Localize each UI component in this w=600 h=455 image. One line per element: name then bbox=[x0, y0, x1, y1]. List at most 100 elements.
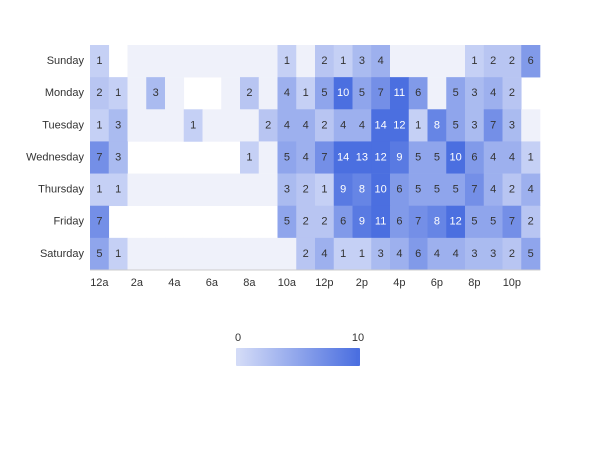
heatmap-cell bbox=[90, 205, 110, 239]
x-tick-label: 4a bbox=[168, 277, 181, 289]
heatmap-cell bbox=[315, 109, 335, 142]
cell-label: 1 bbox=[190, 119, 196, 131]
cell-label: 8 bbox=[434, 119, 440, 131]
heatmap-cell bbox=[258, 237, 278, 271]
cell-label: 5 bbox=[471, 216, 477, 228]
heatmap-cell bbox=[183, 109, 203, 142]
cell-label: 4 bbox=[396, 248, 402, 260]
cell-label: 7 bbox=[415, 216, 421, 228]
y-tick-label: Sunday bbox=[47, 55, 85, 67]
cell-label: 1 bbox=[115, 87, 121, 99]
heatmap-cell bbox=[427, 173, 447, 207]
heatmap-cell bbox=[427, 237, 447, 271]
heatmap-cell bbox=[427, 45, 447, 78]
cell-label: 4 bbox=[284, 119, 290, 131]
cell-label: 1 bbox=[115, 184, 121, 196]
cell-label: 12 bbox=[450, 216, 462, 228]
cell-label: 7 bbox=[96, 151, 102, 163]
heatmap-cell bbox=[465, 45, 485, 78]
heatmap-cell bbox=[296, 173, 316, 207]
heatmap-cell bbox=[352, 77, 372, 110]
cell-label: 2 bbox=[303, 248, 309, 260]
heatmap-cell bbox=[90, 173, 110, 207]
heatmap-cell bbox=[408, 237, 428, 271]
cell-label: 7 bbox=[96, 216, 102, 228]
heatmap-cell bbox=[240, 237, 260, 271]
cell-label: 3 bbox=[115, 119, 121, 131]
cell-label: 6 bbox=[396, 184, 402, 196]
heatmap-cell bbox=[446, 77, 466, 110]
cell-label: 1 bbox=[96, 119, 102, 131]
cell-label: 4 bbox=[490, 184, 496, 196]
heatmap-cell bbox=[521, 141, 541, 174]
heatmap-cell bbox=[502, 237, 522, 271]
heatmap-cell bbox=[465, 77, 485, 110]
heatmap-cell bbox=[315, 141, 335, 174]
cell-label: 3 bbox=[471, 119, 477, 131]
cell-label: 5 bbox=[453, 184, 459, 196]
cell-label: 1 bbox=[415, 119, 421, 131]
cell-label: 1 bbox=[340, 55, 346, 67]
heatmap-cell bbox=[127, 109, 147, 142]
cell-label: 4 bbox=[378, 55, 384, 67]
cell-label: 1 bbox=[471, 55, 477, 67]
heatmap-cell bbox=[408, 45, 428, 78]
visual-map-label: 0 bbox=[235, 332, 241, 344]
cell-label: 1 bbox=[246, 151, 252, 163]
cell-label: 9 bbox=[340, 184, 346, 196]
heatmap-cell bbox=[352, 205, 372, 239]
cell-label: 10 bbox=[450, 151, 462, 163]
heatmap-cell bbox=[277, 237, 297, 271]
x-tick-label: 8p bbox=[468, 277, 480, 289]
heatmap-cell bbox=[333, 109, 353, 142]
cell-label: 2 bbox=[321, 119, 327, 131]
heatmap-cell bbox=[502, 141, 522, 174]
heatmap-cell bbox=[258, 77, 278, 110]
heatmap-cell bbox=[296, 205, 316, 239]
heatmap-cell bbox=[108, 237, 128, 271]
heatmap-cell bbox=[521, 173, 541, 207]
cell-label: 6 bbox=[340, 216, 346, 228]
heatmap-cell bbox=[127, 77, 147, 110]
cell-label: 5 bbox=[528, 248, 534, 260]
heatmap-cell bbox=[465, 109, 485, 142]
heatmap-cell bbox=[165, 109, 185, 142]
heatmap-cell bbox=[202, 109, 222, 142]
heatmap-cell bbox=[315, 173, 335, 207]
heatmap-cell bbox=[127, 173, 147, 207]
heatmap-cell bbox=[258, 45, 278, 78]
cell-label: 5 bbox=[434, 151, 440, 163]
cell-label: 4 bbox=[490, 151, 496, 163]
heatmap-cell bbox=[221, 237, 241, 271]
heatmap-cell bbox=[315, 237, 335, 271]
heatmap-cell bbox=[446, 141, 466, 174]
heatmap-cell bbox=[258, 109, 278, 142]
heatmap-cell bbox=[352, 141, 372, 174]
cell-label: 9 bbox=[359, 216, 365, 228]
heatmap-cell bbox=[183, 237, 203, 271]
heatmap-cell bbox=[390, 141, 410, 174]
heatmap-cell bbox=[240, 45, 260, 78]
heatmap-cell bbox=[408, 173, 428, 207]
heatmap-cell bbox=[483, 45, 503, 78]
heatmap-cell bbox=[165, 173, 185, 207]
cell-label: 1 bbox=[359, 248, 365, 260]
heatmap-cell bbox=[371, 205, 391, 239]
heatmap-cell bbox=[296, 141, 316, 174]
heatmap-cell bbox=[502, 45, 522, 78]
cell-label: 1 bbox=[96, 184, 102, 196]
cell-label: 3 bbox=[490, 248, 496, 260]
cell-label: 4 bbox=[284, 87, 290, 99]
y-tick-label: Tuesday bbox=[42, 119, 84, 131]
heatmap-cell bbox=[483, 237, 503, 271]
heatmap-cell bbox=[371, 109, 391, 142]
cell-label: 7 bbox=[471, 184, 477, 196]
x-tick-label: 6p bbox=[431, 277, 443, 289]
x-tick-label: 6a bbox=[206, 277, 219, 289]
heatmap-cell bbox=[240, 173, 260, 207]
heatmap-cell bbox=[108, 141, 128, 174]
cell-label: 5 bbox=[284, 216, 290, 228]
heatmap-cell bbox=[333, 205, 353, 239]
heatmap-cell bbox=[258, 173, 278, 207]
cell-label: 6 bbox=[396, 216, 402, 228]
